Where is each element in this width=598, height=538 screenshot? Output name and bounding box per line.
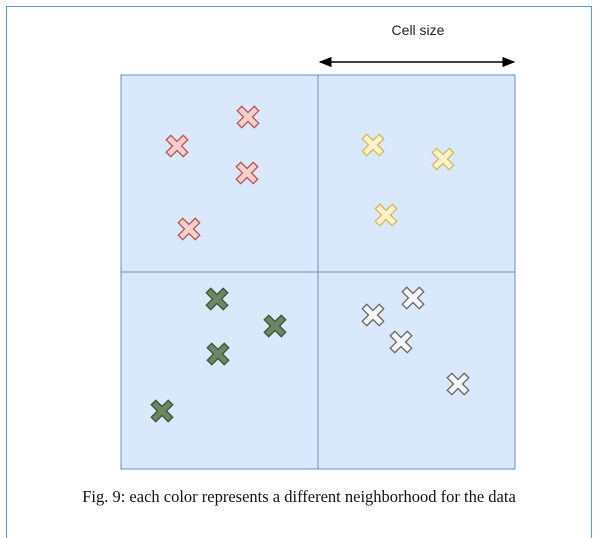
yellow-cross-1 (361, 133, 385, 157)
green-cross-2 (263, 314, 287, 338)
yellow-cross-3 (374, 203, 398, 227)
cell-size-label: Cell size (392, 22, 445, 38)
green-cross-1 (205, 287, 229, 311)
data-points (150, 105, 470, 423)
red-cross-4 (177, 217, 201, 241)
gray-cross-4 (446, 372, 470, 396)
grid-cell-bottom-right (317, 271, 516, 470)
gray-cross-1 (401, 286, 425, 310)
grid (120, 74, 516, 470)
red-cross-3 (235, 161, 259, 185)
figure-caption: Fig. 9: each color represents a differen… (82, 487, 516, 506)
red-cross-2 (165, 134, 189, 158)
green-cross-3 (206, 342, 230, 366)
red-cross-1 (236, 105, 260, 129)
yellow-cross-2 (431, 147, 455, 171)
grid-cell-top-right (317, 74, 516, 273)
gray-cross-3 (389, 330, 413, 354)
gray-cross-2 (361, 303, 385, 327)
green-cross-4 (150, 399, 174, 423)
grid-cell-top-left (120, 74, 319, 273)
